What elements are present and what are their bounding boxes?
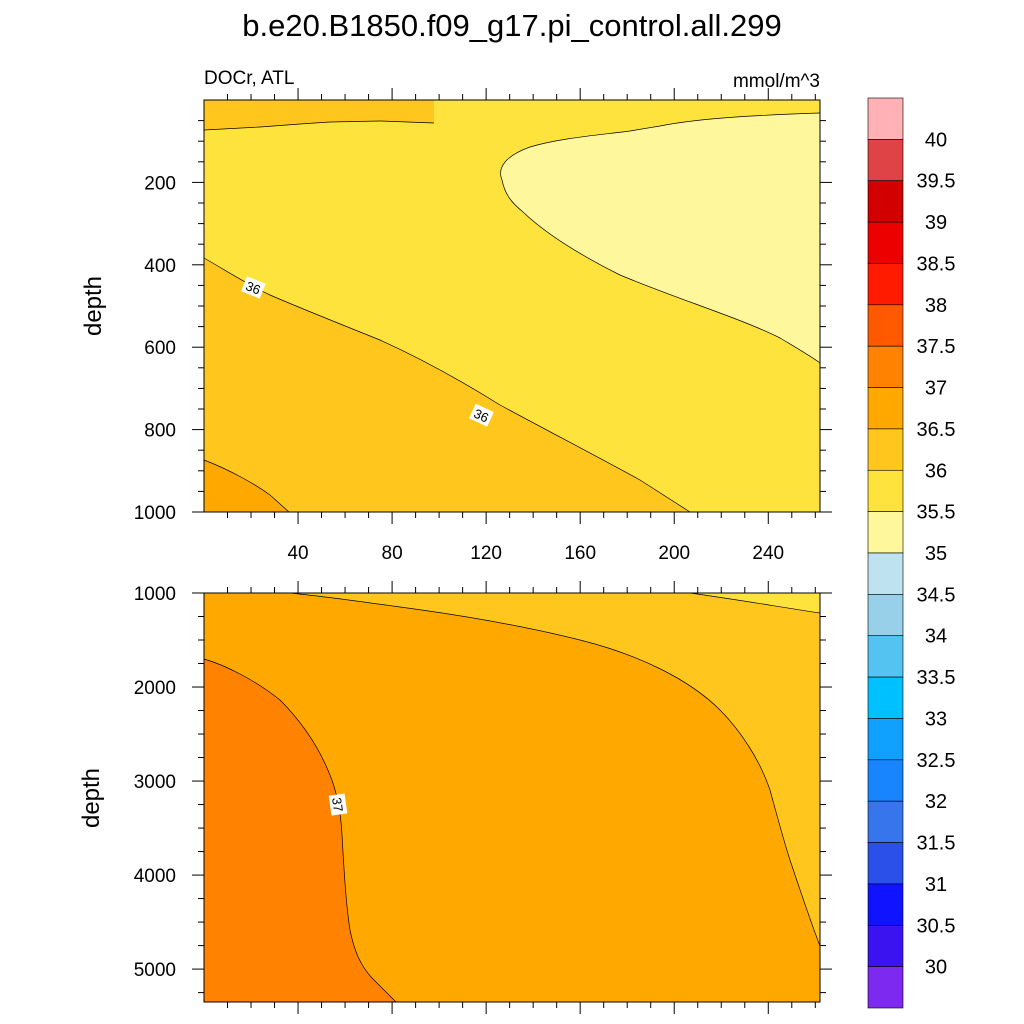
- variable-label: DOCr, ATL: [204, 68, 294, 89]
- lower-plot-frame: [203, 592, 821, 1003]
- upper-region-35-tongue: [500, 113, 820, 363]
- x-tick-label: 120: [470, 543, 502, 564]
- x-tick-label: 200: [658, 543, 690, 564]
- colorbar-label: 35.5: [917, 502, 956, 524]
- colorbar-swatch: [867, 842, 904, 885]
- colorbar-label: 37: [925, 378, 947, 400]
- contour-line: [203, 120, 435, 131]
- colorbar-swatch: [867, 428, 904, 471]
- colorbar-swatch: [867, 552, 904, 595]
- colorbar-swatch: [867, 221, 904, 264]
- colorbar-label: 31: [925, 874, 947, 896]
- colorbar-label: 30: [925, 957, 947, 979]
- lower-y-axis-label: depth: [78, 768, 105, 828]
- colorbar-label: 39: [925, 212, 947, 234]
- contour-line: [689, 592, 821, 614]
- colorbar-label: 34.5: [917, 584, 956, 606]
- upper-region-36-deep: [204, 258, 690, 512]
- lower-fill-regions: [204, 593, 820, 1002]
- y-tick-label: 600: [144, 338, 176, 359]
- colorbar-swatch: [867, 180, 904, 223]
- contour-line: [289, 592, 821, 947]
- colorbar-label: 33: [925, 708, 947, 730]
- units-label: mmol/m^3: [733, 71, 820, 92]
- colorbar-swatch: [867, 966, 904, 1009]
- lower-region-35.5-sliver: [690, 593, 820, 613]
- colorbar-swatch: [867, 511, 904, 554]
- upper-contour-labels: 36 36: [241, 276, 494, 427]
- contour-line: [203, 459, 290, 513]
- colorbar-label: 32.5: [917, 750, 956, 772]
- colorbar-label: 38: [925, 295, 947, 317]
- colorbar-label: 31.5: [917, 833, 956, 855]
- contour-label-text: 36: [471, 406, 490, 426]
- colorbar-swatch: [867, 924, 904, 967]
- y-tick-label: 4000: [134, 866, 176, 887]
- colorbar-swatch: [867, 263, 904, 306]
- colorbar-label: 38.5: [917, 253, 956, 275]
- y-tick-label: 2000: [134, 678, 176, 699]
- upper-contour-lines: [203, 112, 821, 513]
- upper-region-36-surface: [204, 100, 434, 130]
- colorbar-label: 33.5: [917, 667, 956, 689]
- colorbar-swatch: [867, 304, 904, 347]
- contour-line: [203, 257, 691, 513]
- colorbar-swatch: [867, 800, 904, 843]
- colorbar-label: 30.5: [917, 915, 956, 937]
- contour-line: [500, 112, 821, 364]
- contour-label-text: 36: [244, 278, 263, 297]
- x-tick-label: 40: [287, 543, 308, 564]
- chart-title: b.e20.B1850.f09_g17.pi_control.all.299: [242, 8, 782, 43]
- upper-y-axis-label: depth: [80, 276, 107, 336]
- lower-ticks: 1000 2000 3000 4000 5000: [134, 581, 832, 1014]
- contour-label-box: [468, 403, 494, 427]
- y-tick-label: 800: [144, 421, 176, 442]
- colorbar-label: 34: [925, 626, 947, 648]
- colorbar: 40 39.5 39 38.5 38 37.5 37 36.5 36 35.5 35 34.5 34 33…: [867, 97, 956, 1009]
- colorbar-swatch: [867, 387, 904, 430]
- upper-fill-regions: [204, 100, 820, 512]
- y-tick-label: 1000: [134, 584, 176, 605]
- colorbar-swatch: [867, 139, 904, 182]
- colorbar-swatch: [867, 345, 904, 388]
- y-tick-label: 3000: [134, 772, 176, 793]
- contour-label-box: [241, 276, 266, 299]
- y-tick-label: 200: [144, 173, 176, 194]
- colorbar-swatch: [867, 718, 904, 761]
- colorbar-label: 35: [925, 543, 947, 565]
- colorbar-label: 40: [925, 129, 947, 151]
- upper-region-36.5-corner: [204, 460, 289, 512]
- contour-label-text: 37: [329, 796, 346, 812]
- colorbar-swatch: [867, 883, 904, 926]
- lower-region-36-band: [290, 593, 820, 946]
- y-tick-label: 400: [144, 256, 176, 277]
- upper-panel: DOCr, ATL mmol/m^3 36 36 40 80 120 160 200 240…: [80, 68, 832, 564]
- x-tick-label: 160: [564, 543, 596, 564]
- colorbar-label: 36: [925, 460, 947, 482]
- y-tick-label: 5000: [134, 960, 176, 981]
- colorbar-label: 32: [925, 791, 947, 813]
- colorbar-swatch: [867, 635, 904, 678]
- x-tick-label: 240: [752, 543, 784, 564]
- contour-label: 36: [468, 403, 494, 427]
- contour-label: 37: [328, 793, 348, 816]
- lower-contour-labels: 37: [328, 793, 348, 816]
- lower-panel: 37 1000 2000 3000 4000 5000 depth: [78, 581, 832, 1014]
- upper-ticks: 40 80 120 160 200 240 200 400 600 800 1000: [134, 88, 832, 564]
- colorbar-swatch: [867, 594, 904, 637]
- colorbar-label: 37.5: [917, 336, 956, 358]
- colorbar-swatch: [867, 676, 904, 719]
- colorbar-swatch: [867, 469, 904, 512]
- y-tick-label: 1000: [134, 503, 176, 524]
- colorbar-swatch: [867, 759, 904, 802]
- colorbar-label: 36.5: [917, 419, 956, 441]
- contour-label: 36: [241, 276, 266, 299]
- colorbar-swatch: [867, 97, 904, 140]
- contour-label-box: [328, 793, 348, 816]
- x-tick-label: 80: [382, 543, 403, 564]
- colorbar-label: 39.5: [917, 171, 956, 193]
